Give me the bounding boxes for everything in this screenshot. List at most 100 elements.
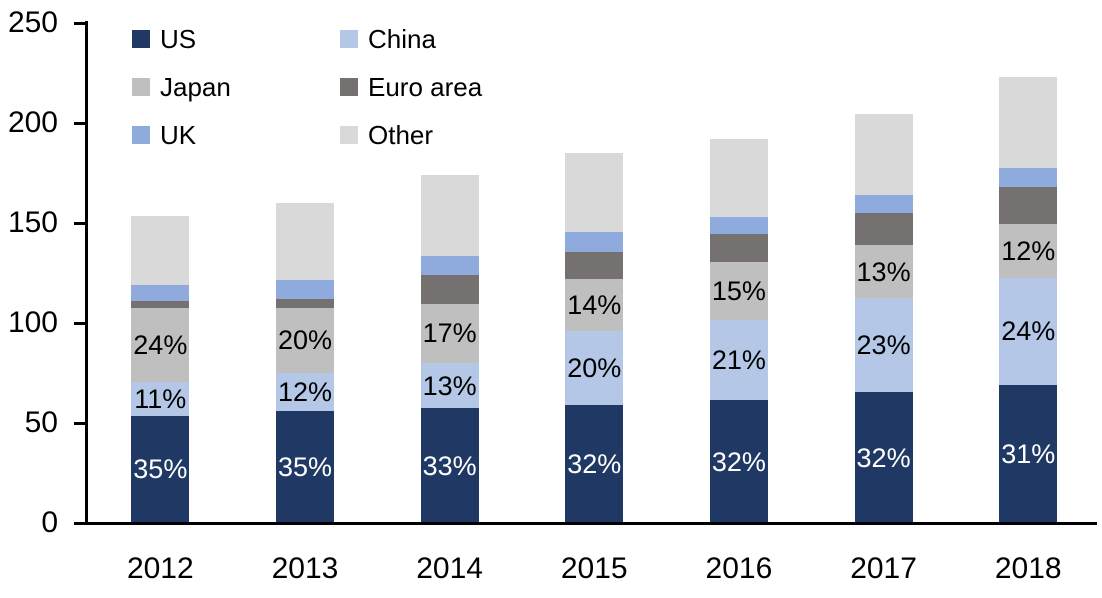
bar-segment-japan <box>999 224 1058 278</box>
legend-swatch-us <box>132 30 150 48</box>
legend-item-japan: Japan <box>132 72 340 102</box>
bar-segment-other <box>709 139 768 217</box>
y-axis-line <box>85 21 88 525</box>
y-tick-mark <box>74 221 88 225</box>
bar-segment-japan <box>565 278 624 331</box>
y-tick-label: 100 <box>7 306 58 339</box>
segment-label-china: 24% <box>1001 316 1056 347</box>
segment-label-us: 31% <box>1001 438 1056 469</box>
bar-segment-us <box>854 392 913 523</box>
bar-segment-uk <box>131 285 190 301</box>
x-axis-label: 2018 <box>994 552 1062 585</box>
legend-label-us: US <box>160 23 197 54</box>
bar-segment-japan <box>709 262 768 320</box>
bar-segment-euro-area <box>854 213 913 245</box>
legend-swatch-china <box>340 30 358 48</box>
segment-label-japan: 12% <box>1001 236 1056 266</box>
legend-swatch-other <box>340 126 358 144</box>
bar-segment-us <box>709 400 768 523</box>
segment-label-japan: 14% <box>567 289 622 320</box>
bar-segment-uk <box>420 256 479 275</box>
legend-label-china: China <box>368 23 436 54</box>
bar-segment-china <box>275 372 334 411</box>
bar-segment-euro-area <box>709 233 768 262</box>
bar-segment-japan <box>131 308 190 382</box>
segment-label-us: 35% <box>277 452 332 482</box>
legend-item-us: US <box>132 24 340 54</box>
bar-segment-uk <box>565 231 624 252</box>
segment-label-us: 35% <box>133 454 188 485</box>
bar-segment-other <box>131 216 190 285</box>
bar-segment-japan <box>420 303 479 363</box>
x-axis-label: 2016 <box>705 552 773 585</box>
y-tick-mark <box>74 121 88 125</box>
segment-label-japan: 17% <box>422 318 477 349</box>
legend-swatch-japan <box>132 78 150 96</box>
legend: US China Japan Euro area UK Other <box>132 24 483 150</box>
segment-label-us: 32% <box>856 442 911 473</box>
x-axis-label: 2014 <box>416 552 483 585</box>
bar-segment-japan <box>854 245 913 299</box>
bar-segment-china <box>709 319 768 401</box>
bar-segment-china <box>854 298 913 393</box>
bar-segment-japan <box>275 308 334 373</box>
y-tick-label: 250 <box>7 6 58 39</box>
bar-segment-us <box>131 415 190 523</box>
bar-segment-us <box>275 411 334 523</box>
segment-label-china: 12% <box>277 376 332 407</box>
legend-item-other: Other <box>340 120 482 150</box>
legend-item-uk: UK <box>132 120 340 150</box>
bar-segment-us <box>420 408 479 523</box>
segment-label-china: 20% <box>567 352 622 383</box>
segment-label-japan: 13% <box>856 256 911 287</box>
bar-segment-china <box>420 363 479 409</box>
bar-segment-euro-area <box>131 301 190 309</box>
segment-label-china: 23% <box>856 330 911 361</box>
bar-segment-us <box>565 404 624 523</box>
bar-segment-euro-area <box>565 251 624 279</box>
bar-segment-uk <box>275 280 334 299</box>
bar-segment-uk <box>999 167 1058 188</box>
bar-segment-other <box>565 153 624 232</box>
segment-label-japan: 15% <box>711 275 766 306</box>
y-tick-label: 0 <box>41 506 58 539</box>
bar-segment-euro-area <box>999 187 1058 225</box>
segment-label-us: 33% <box>422 450 477 481</box>
segment-label-china: 13% <box>422 370 477 401</box>
segment-label-china: 21% <box>711 344 766 375</box>
y-tick-mark <box>74 421 88 425</box>
y-tick-mark <box>74 321 88 325</box>
bar-segment-other <box>420 175 479 256</box>
segment-label-us: 32% <box>711 446 766 477</box>
legend-label-euro-area: Euro area <box>368 71 483 102</box>
bar-segment-china <box>999 277 1058 385</box>
y-tick-mark <box>74 521 88 525</box>
bar-segment-euro-area <box>275 298 334 308</box>
bar-segment-euro-area <box>420 274 479 304</box>
segment-label-japan: 24% <box>133 330 188 360</box>
bar-segment-us <box>999 384 1058 523</box>
y-tick-label: 200 <box>7 106 58 139</box>
x-axis-label: 2017 <box>850 552 917 585</box>
x-axis-label: 2015 <box>560 552 628 585</box>
bar-segment-uk <box>854 194 913 214</box>
bar-segment-other <box>854 114 913 195</box>
x-axis-label: 2013 <box>271 552 339 585</box>
legend-item-china: China <box>340 24 482 54</box>
x-axis-line <box>85 522 1097 525</box>
segment-label-us: 32% <box>567 448 622 479</box>
y-tick-label: 50 <box>24 406 58 439</box>
x-axis-label: 2012 <box>126 552 194 585</box>
segment-label-china: 11% <box>134 383 187 414</box>
segment-label-japan: 20% <box>277 325 332 356</box>
bar-segment-other <box>999 77 1058 168</box>
legend-label-japan: Japan <box>160 71 231 102</box>
bar-segment-other <box>275 203 334 281</box>
bar-segment-china <box>565 330 624 405</box>
legend-swatch-euro-area <box>340 78 358 96</box>
y-tick-label: 150 <box>7 206 58 239</box>
bar-segment-china <box>131 381 190 416</box>
y-tick-mark <box>74 21 88 25</box>
legend-swatch-uk <box>132 126 150 144</box>
